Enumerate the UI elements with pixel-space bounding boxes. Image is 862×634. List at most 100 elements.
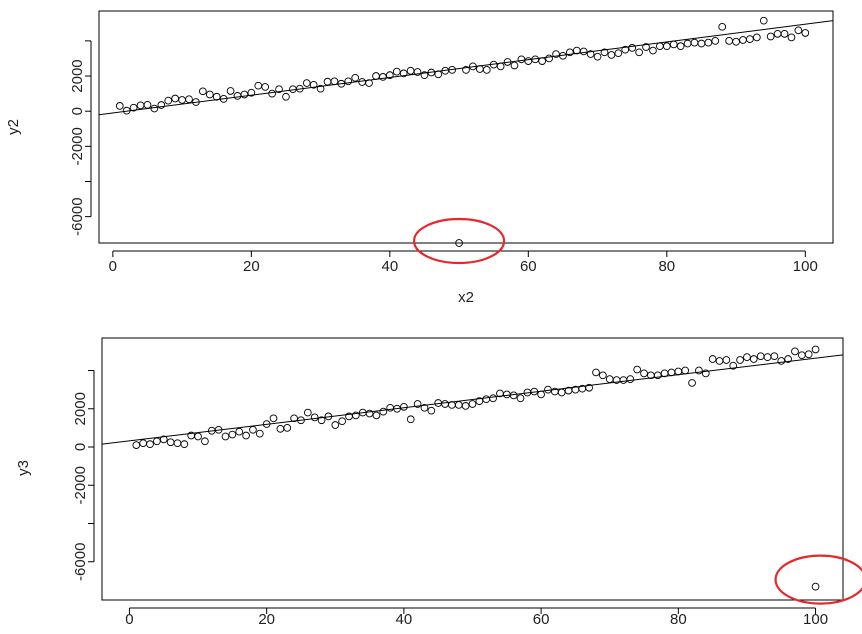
data-point: [614, 49, 623, 58]
data-point: [607, 51, 616, 59]
data-point: [600, 48, 609, 57]
outlier-point: [811, 582, 820, 591]
data-point: [448, 66, 457, 74]
data-point: [559, 51, 567, 60]
data-point: [132, 441, 141, 449]
data-point: [406, 66, 415, 75]
data-point: [233, 92, 242, 100]
data-point: [649, 46, 657, 55]
outlier-highlight-ellipse: [412, 217, 506, 265]
data-point: [283, 424, 292, 432]
data-point: [715, 357, 724, 365]
data-point: [159, 435, 168, 444]
data-point: [295, 84, 304, 93]
data-point: [468, 400, 477, 408]
data-point: [510, 61, 519, 70]
data-point: [393, 404, 401, 413]
data-point: [448, 401, 456, 409]
data-point: [531, 55, 540, 64]
data-point: [201, 437, 209, 446]
data-point: [794, 26, 803, 35]
data-point: [268, 89, 276, 98]
data-point: [777, 357, 786, 365]
data-point: [732, 37, 740, 46]
data-point: [756, 352, 765, 361]
data-point: [633, 365, 642, 374]
x-tick-label: 100: [793, 258, 818, 275]
y-axis-label: y2: [5, 119, 22, 135]
data-point: [662, 42, 671, 51]
data-point: [136, 101, 145, 110]
data-point: [164, 96, 173, 105]
data-point: [628, 44, 637, 52]
data-point: [462, 66, 470, 74]
data-point: [489, 394, 497, 403]
data-point: [545, 54, 553, 63]
data-point: [683, 39, 692, 48]
data-point: [482, 395, 491, 404]
data-point: [122, 106, 131, 115]
data-point: [173, 439, 182, 448]
data-point: [718, 22, 727, 31]
data-point: [150, 104, 159, 113]
data-point: [427, 68, 436, 77]
data-point: [219, 95, 228, 103]
data-point: [297, 416, 305, 425]
data-point: [524, 57, 533, 65]
data-point: [254, 81, 263, 90]
data-point: [249, 425, 257, 434]
data-point: [344, 77, 353, 86]
data-point: [797, 351, 806, 360]
data-point: [509, 391, 518, 400]
data-point: [681, 366, 690, 375]
data-point: [406, 415, 415, 424]
data-point: [517, 55, 526, 64]
data-point: [704, 38, 713, 47]
marks-layer: 0 20 40 60 80 100 -6000 -2000 0 2000: [72, 345, 862, 628]
data-point: [330, 77, 339, 86]
y-tick-label: 2000: [69, 59, 86, 92]
data-point: [413, 68, 422, 76]
data-point: [722, 356, 731, 364]
data-point: [697, 39, 706, 48]
data-point: [205, 90, 214, 99]
data-point: [221, 432, 230, 441]
x-tick-label: 0: [125, 611, 133, 628]
data-point: [434, 70, 443, 79]
data-point: [811, 345, 820, 354]
data-point: [759, 16, 768, 25]
data-point: [461, 402, 470, 410]
data-point: [331, 421, 340, 429]
data-point: [399, 69, 408, 78]
data-point: [784, 355, 792, 363]
y-tick-label: 0: [69, 107, 86, 115]
data-point: [711, 37, 720, 45]
data-point: [309, 80, 318, 89]
data-point: [275, 85, 283, 94]
data-point: [337, 79, 346, 88]
data-point: [247, 88, 256, 97]
data-point: [592, 368, 600, 377]
data-point: [537, 390, 545, 399]
data-point: [115, 102, 124, 110]
data-point: [282, 92, 290, 101]
data-point: [153, 437, 161, 446]
data-point: [626, 375, 635, 383]
data-point: [386, 403, 395, 412]
data-point: [773, 29, 782, 38]
data-point: [752, 33, 761, 42]
data-point: [749, 355, 758, 363]
data-point: [530, 387, 539, 396]
data-point: [214, 425, 223, 434]
y-tick-label: -6000: [69, 197, 86, 235]
x-axis-label: x2: [458, 289, 474, 306]
data-point: [139, 439, 148, 448]
data-point: [303, 408, 312, 417]
x-tick-label: 60: [520, 258, 537, 275]
data-point: [276, 424, 285, 433]
data-point: [653, 371, 662, 380]
data-point: [572, 46, 581, 55]
data-point: [669, 40, 678, 49]
data-point: [674, 367, 683, 376]
data-point: [226, 87, 235, 95]
